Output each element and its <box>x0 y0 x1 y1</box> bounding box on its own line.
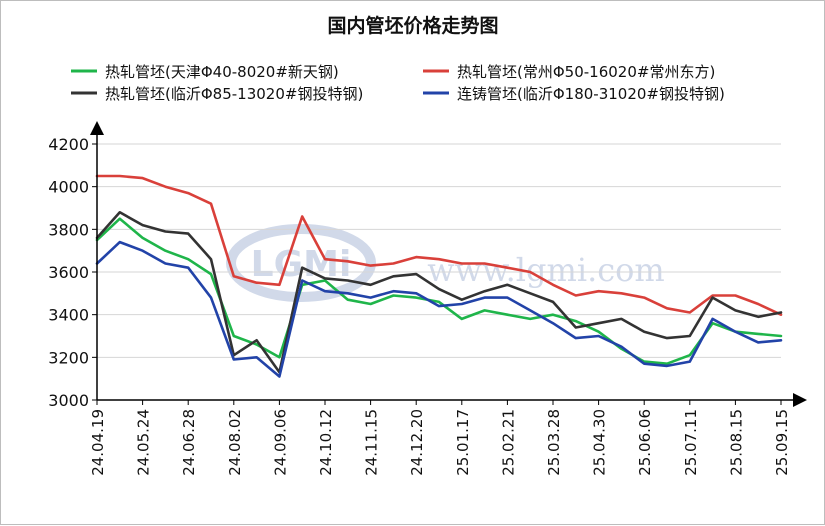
series-line-2 <box>95 174 783 317</box>
grid-lines <box>97 143 781 358</box>
series-line-1 <box>95 217 783 366</box>
y-tick-label: 3400 <box>48 306 89 325</box>
legend-label-1: 热轧管坯(天津Φ40-8020#新天钢) <box>105 63 339 81</box>
x-tick-label: 25.01.17 <box>454 409 472 476</box>
x-tick-label: 25.02.21 <box>499 409 517 476</box>
x-tick-label: 25.07.11 <box>682 409 700 476</box>
x-axis-arrow-icon <box>793 393 807 407</box>
y-tick-label: 3800 <box>48 220 89 239</box>
y-tick-label: 4200 <box>48 135 89 154</box>
watermark: LGMi www.lgmi.com <box>226 224 665 302</box>
y-tick-label: 3000 <box>48 391 89 410</box>
series-line-3 <box>95 211 783 374</box>
chart-title: 国内管坯价格走势图 <box>327 14 498 37</box>
legend: 热轧管坯(天津Φ40-8020#新天钢) 热轧管坯(常州Φ50-16020#常州东… <box>71 63 725 103</box>
x-tick-label: 24.04.19 <box>89 409 107 476</box>
x-axis-ticks: 24.04.19 24.05.24 24.06.28 24.08.02 24.09.06… <box>89 400 791 476</box>
x-tick-label: 24.12.20 <box>408 409 426 476</box>
x-tick-label: 25.03.28 <box>545 409 563 476</box>
legend-label-4: 连铸管坯(临沂Φ180-31020#钢投特钢) <box>457 85 725 103</box>
x-tick-label: 24.09.06 <box>271 409 289 476</box>
x-tick-label: 25.09.15 <box>773 409 791 476</box>
y-tick-label: 3600 <box>48 263 89 282</box>
series-line-4 <box>95 240 783 378</box>
y-tick-label: 3200 <box>48 348 89 367</box>
x-tick-label: 24.05.24 <box>135 409 153 476</box>
x-tick-label: 24.08.02 <box>226 409 244 476</box>
x-tick-label: 24.06.28 <box>180 409 198 476</box>
x-tick-label: 25.06.06 <box>636 409 654 476</box>
legend-label-2: 热轧管坯(常州Φ50-16020#常州东方) <box>457 63 715 81</box>
watermark-url: www.lgmi.com <box>427 251 665 289</box>
y-tick-label: 4000 <box>48 178 89 197</box>
legend-label-3: 热轧管坯(临沂Φ85-13020#钢投特钢) <box>105 85 363 103</box>
y-axis-ticks: 3000 3200 3400 3600 3800 4000 4200 <box>48 135 97 410</box>
x-tick-label: 25.04.30 <box>591 409 609 476</box>
x-tick-label: 25.08.15 <box>727 409 745 476</box>
y-axis-arrow-icon <box>90 121 104 135</box>
series-lines <box>95 174 783 378</box>
x-tick-label: 24.11.15 <box>363 409 381 476</box>
x-tick-label: 24.10.12 <box>317 409 335 476</box>
